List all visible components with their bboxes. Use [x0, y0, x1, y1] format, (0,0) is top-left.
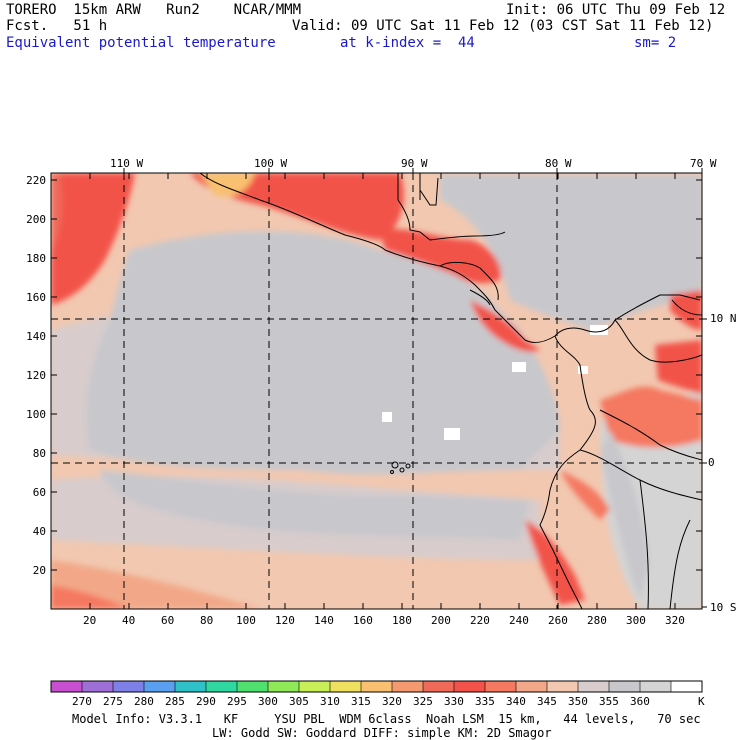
model-info: Model Info: V3.3.1 KF YSU PBL WDM 6class…	[72, 712, 701, 726]
y-label: 140	[26, 330, 46, 343]
x-label: 100	[236, 614, 256, 627]
x-label: 160	[353, 614, 373, 627]
colorbar-swatch	[175, 681, 207, 692]
x-label: 140	[314, 614, 334, 627]
x-label: 60	[161, 614, 175, 627]
colorbar-tick-label: 350	[568, 695, 588, 708]
shaded-field	[51, 173, 702, 609]
forecast-hour: Fcst. 51 h	[6, 18, 108, 34]
colorbar-swatch	[423, 681, 455, 692]
x-label: 200	[431, 614, 451, 627]
colorbar-swatch	[144, 681, 176, 692]
x-label: 220	[470, 614, 490, 627]
colorbar-swatch	[206, 681, 238, 692]
valid-time: Valid: 09 UTC Sat 11 Feb 12 (03 CST Sat …	[292, 18, 714, 34]
run-title: TORERO 15km ARW Run2 NCAR/MMM	[6, 2, 302, 18]
colorbar-frame	[50, 680, 703, 693]
y-label: 60	[32, 486, 46, 499]
x-label: 240	[509, 614, 529, 627]
x-label: 320	[665, 614, 685, 627]
colorbar-tick-label: 325	[413, 695, 433, 708]
y-label: 40	[32, 525, 46, 538]
y-label: 80	[32, 447, 46, 460]
x-label: 80	[200, 614, 214, 627]
y-label: 100	[26, 408, 46, 421]
lon-label-100w: 100 W	[254, 157, 288, 170]
init-time: Init: 06 UTC Thu 09 Feb 12	[506, 2, 726, 18]
colorbar-swatch	[51, 681, 83, 692]
y-label: 20	[32, 564, 46, 577]
colorbar	[50, 680, 703, 693]
colorbar-tick-label: 345	[537, 695, 557, 708]
colorbar-swatch	[268, 681, 300, 692]
graticule	[51, 173, 702, 609]
colorbar-swatch	[361, 681, 393, 692]
coastlines	[199, 173, 702, 609]
colorbar-swatch	[454, 681, 486, 692]
colorbar-tick-label: 300	[258, 695, 278, 708]
colorbar-tick-label: 295	[227, 695, 247, 708]
y-label: 200	[26, 213, 46, 226]
colorbar-swatch	[671, 681, 703, 692]
x-label: 20	[83, 614, 97, 627]
colorbar-swatch	[485, 681, 517, 692]
colorbar-tick-label: 340	[506, 695, 526, 708]
colorbar-swatch	[609, 681, 641, 692]
physics-info: LW: Godd SW: Goddard DIFF: simple KM: 2D…	[212, 726, 552, 740]
colorbar-swatch	[237, 681, 269, 692]
colorbar-tick-label: 310	[320, 695, 340, 708]
x-label: 120	[275, 614, 295, 627]
lon-label-110w: 110 W	[110, 157, 144, 170]
colorbar-tick-label: 270	[72, 695, 92, 708]
colorbar-swatch	[330, 681, 362, 692]
x-label: 280	[587, 614, 607, 627]
x-label: 180	[392, 614, 412, 627]
lat-label-10s: 10 S	[710, 601, 737, 614]
colorbar-tick-label: 320	[382, 695, 402, 708]
colorbar-tick-label: 355	[599, 695, 619, 708]
y-label: 180	[26, 252, 46, 265]
x-ticks	[89, 168, 707, 609]
level-label: at k-index = 44	[340, 35, 475, 51]
colorbar-tick-label: 360	[630, 695, 650, 708]
y-label: 120	[26, 369, 46, 382]
colorbar-tick-label: 280	[134, 695, 154, 708]
colorbar-tick-label: 335	[475, 695, 495, 708]
colorbar-tick-label: 315	[351, 695, 371, 708]
colorbar-tick-label: 305	[289, 695, 309, 708]
x-label: 260	[548, 614, 568, 627]
lon-label-70w: 70 W	[690, 157, 717, 170]
colorbar-swatch	[392, 681, 424, 692]
colorbar-tick-label: 285	[165, 695, 185, 708]
lat-label-equator: 0	[708, 456, 715, 469]
colorbar-tick-label: 290	[196, 695, 216, 708]
x-label: 40	[122, 614, 136, 627]
map-frame	[50, 172, 703, 610]
colorbar-swatch	[113, 681, 145, 692]
colorbar-unit: K	[698, 695, 705, 708]
field-name: Equivalent potential temperature	[6, 35, 276, 51]
colorbar-swatch	[547, 681, 579, 692]
x-label: 300	[626, 614, 646, 627]
colorbar-swatch	[516, 681, 548, 692]
smoothing-label: sm= 2	[634, 35, 677, 51]
lon-label-90w: 90 W	[401, 157, 428, 170]
y-label: 220	[26, 174, 46, 187]
colorbar-swatch	[578, 681, 610, 692]
colorbar-swatch	[299, 681, 331, 692]
colorbar-tick-label: 330	[444, 695, 464, 708]
y-label: 160	[26, 291, 46, 304]
colorbar-swatch	[82, 681, 114, 692]
colorbar-swatch	[640, 681, 672, 692]
colorbar-tick-label: 275	[103, 695, 123, 708]
lon-label-80w: 80 W	[545, 157, 572, 170]
lat-label-10n: 10 N	[710, 312, 737, 325]
y-ticks	[51, 179, 702, 571]
